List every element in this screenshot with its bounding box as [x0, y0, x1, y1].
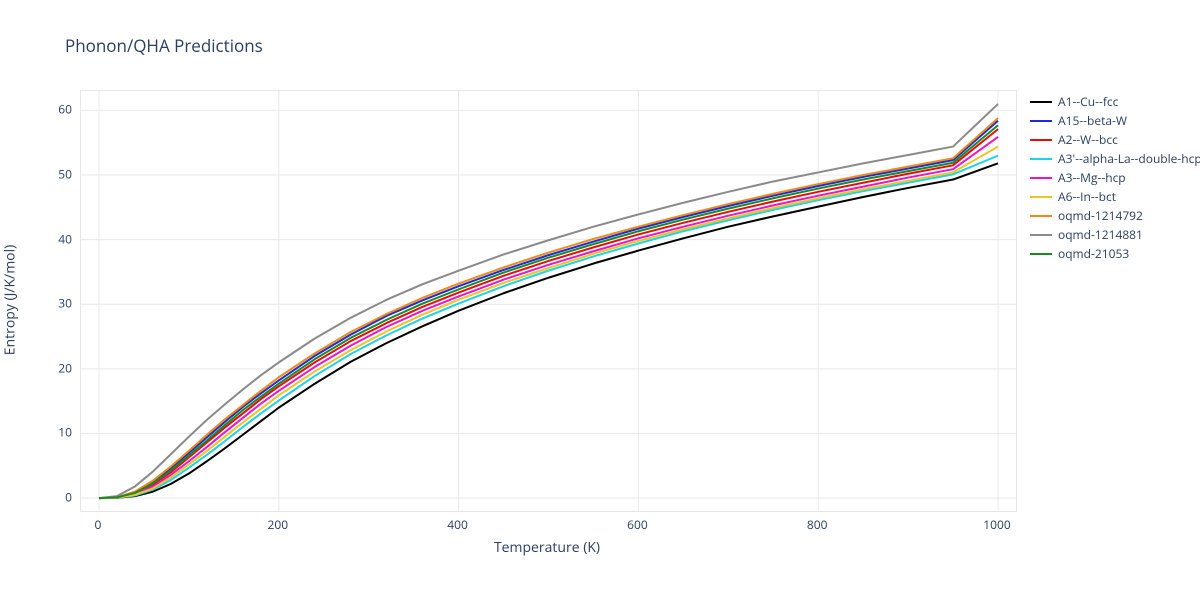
- legend-swatch: [1030, 196, 1052, 198]
- legend-item[interactable]: A3'--alpha-La--double-hcp: [1030, 149, 1200, 168]
- plot-area: [80, 90, 1017, 512]
- y-tick-label: 20: [58, 359, 72, 376]
- series-line[interactable]: [99, 156, 998, 498]
- series-line[interactable]: [99, 147, 998, 499]
- y-tick-label: 50: [58, 166, 72, 183]
- plot-svg: [81, 91, 1016, 511]
- legend-item[interactable]: A2--W--bcc: [1030, 130, 1200, 149]
- x-tick-label: 800: [807, 516, 828, 533]
- legend-label: oqmd-1214881: [1058, 226, 1143, 243]
- y-tick-label: 0: [65, 489, 72, 506]
- legend-label: A3--Mg--hcp: [1058, 169, 1126, 186]
- series-line[interactable]: [99, 163, 998, 498]
- legend-item[interactable]: oqmd-1214792: [1030, 206, 1200, 225]
- legend-label: A3'--alpha-La--double-hcp: [1058, 150, 1200, 167]
- legend-item[interactable]: A6--In--bct: [1030, 187, 1200, 206]
- legend: A1--Cu--fcc A15--beta-W A2--W--bcc A3'--alp…: [1030, 92, 1200, 263]
- y-tick-label: 40: [58, 230, 72, 247]
- chart-title: Phonon/QHA Predictions: [65, 34, 263, 57]
- legend-swatch: [1030, 139, 1052, 141]
- legend-swatch: [1030, 158, 1052, 160]
- y-axis-label: Entropy (J/K/mol): [1, 245, 20, 356]
- legend-item[interactable]: oqmd-1214881: [1030, 225, 1200, 244]
- legend-swatch: [1030, 253, 1052, 255]
- legend-label: A2--W--bcc: [1058, 131, 1118, 148]
- y-tick-label: 30: [58, 295, 72, 312]
- legend-label: oqmd-1214792: [1058, 207, 1143, 224]
- x-tick-label: 0: [95, 516, 102, 533]
- legend-swatch: [1030, 120, 1052, 122]
- x-tick-label: 200: [267, 516, 288, 533]
- series-line[interactable]: [99, 104, 998, 498]
- legend-label: A15--beta-W: [1058, 112, 1127, 129]
- legend-label: oqmd-21053: [1058, 245, 1129, 262]
- legend-swatch: [1030, 101, 1052, 103]
- legend-swatch: [1030, 177, 1052, 179]
- x-tick-label: 400: [447, 516, 468, 533]
- y-tick-label: 10: [58, 424, 72, 441]
- legend-swatch: [1030, 215, 1052, 217]
- x-axis-label: Temperature (K): [494, 538, 600, 557]
- y-tick-label: 60: [58, 101, 72, 118]
- legend-swatch: [1030, 234, 1052, 236]
- legend-label: A1--Cu--fcc: [1058, 93, 1118, 110]
- legend-item[interactable]: A15--beta-W: [1030, 111, 1200, 130]
- legend-item[interactable]: oqmd-21053: [1030, 244, 1200, 263]
- legend-item[interactable]: A3--Mg--hcp: [1030, 168, 1200, 187]
- x-tick-label: 600: [627, 516, 648, 533]
- x-tick-label: 1000: [983, 516, 1010, 533]
- legend-label: A6--In--bct: [1058, 188, 1116, 205]
- legend-item[interactable]: A1--Cu--fcc: [1030, 92, 1200, 111]
